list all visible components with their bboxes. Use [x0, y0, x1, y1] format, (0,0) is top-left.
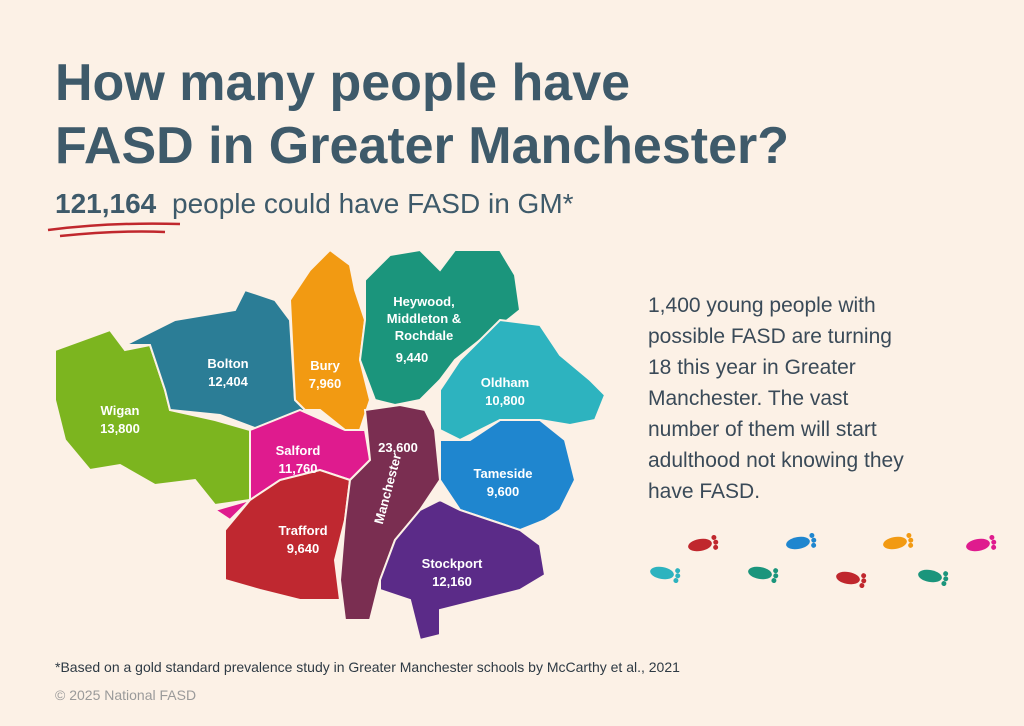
footprints: [650, 532, 997, 589]
side-text-line: adulthood not knowing they: [648, 449, 904, 472]
side-text-line: 18 this year in Greater: [648, 356, 856, 379]
region-value: 10,800: [485, 393, 525, 408]
region-name: Tameside: [473, 466, 532, 481]
title-line: FASD in Greater Manchester?: [55, 117, 789, 175]
side-text-line: Manchester. The vast: [648, 387, 849, 410]
region-name: Bolton: [207, 356, 248, 371]
side-text-line: have FASD.: [648, 480, 760, 503]
map: Wigan 13,800 Bolton 12,404 Bury 7,960 Heywood,…: [54, 248, 607, 642]
side-text-line: number of them will start: [648, 418, 877, 441]
underline: [47, 222, 181, 238]
footnote: *Based on a gold standard prevalence stu…: [55, 659, 680, 675]
region-name: Salford: [276, 443, 321, 458]
title-line: How many people have: [55, 54, 630, 112]
region-value: 11,760: [278, 461, 317, 476]
region-value: 9,600: [487, 484, 520, 499]
region-name: Trafford: [278, 523, 327, 538]
region: [379, 498, 547, 642]
region-value: 12,404: [208, 374, 249, 389]
side-text-line: 1,400 young people with: [648, 294, 876, 317]
side-text-line: possible FASD are turning: [648, 325, 892, 348]
highlight-number: 121,164: [55, 188, 157, 219]
region-value: 7,960: [309, 376, 342, 391]
region-value: 13,800: [100, 421, 140, 436]
region-name: Stockport: [422, 556, 483, 571]
subtitle: people could have FASD in GM*: [172, 188, 574, 219]
region-value: 9,640: [287, 541, 320, 556]
region: [224, 468, 352, 601]
region-name: Wigan: [101, 403, 140, 418]
region-value: 9,440: [396, 350, 429, 365]
copyright: © 2025 National FASD: [55, 687, 196, 703]
region: [288, 248, 372, 431]
region-value: 23,600: [378, 440, 418, 455]
side-text: 1,400 young people with possible FASD are…: [648, 294, 904, 503]
region-name: Bury: [310, 358, 340, 373]
region-value: 12,160: [432, 574, 472, 589]
region-name: Heywood, Middleton & Rochdale: [387, 294, 461, 343]
region-name: Oldham: [481, 375, 529, 390]
